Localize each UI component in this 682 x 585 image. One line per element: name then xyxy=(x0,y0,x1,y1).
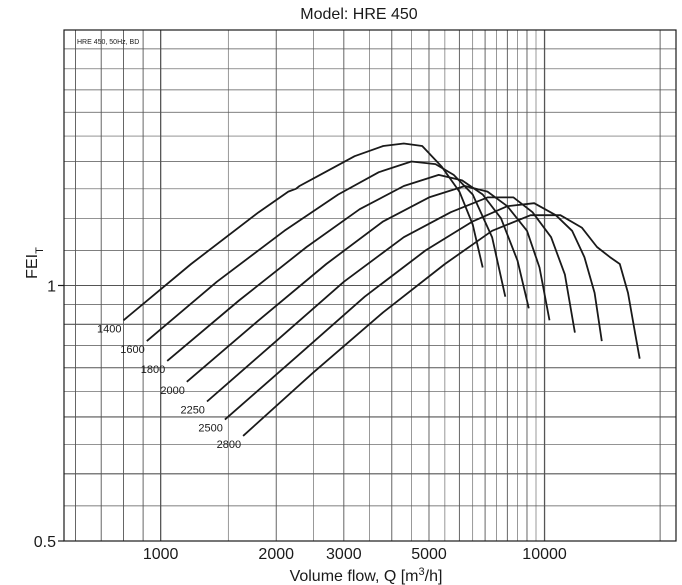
x-tick-label: 1000 xyxy=(143,546,179,563)
y-axis-label: FEIT xyxy=(24,247,46,279)
chart-annotation: HRE 450, 50Hz, BD xyxy=(77,39,139,46)
grid-lines xyxy=(64,30,676,541)
series-line-2800 xyxy=(242,214,641,437)
x-axis-label-superscript: 3 xyxy=(419,566,425,578)
y-tick-label: 1 xyxy=(47,279,56,296)
y-axis-label-subscript: T xyxy=(34,247,46,254)
series-line-1600 xyxy=(146,160,507,342)
x-tick-label: 10000 xyxy=(522,546,567,563)
y-axis-label-main: FEI xyxy=(24,254,41,279)
series-label-2500: 2500 xyxy=(198,423,222,435)
series-label-2800: 2800 xyxy=(217,439,241,451)
series-label-2000: 2000 xyxy=(160,385,184,397)
axis-ticks: 1000 2000 3000 5000 10000 0.5 1 xyxy=(34,279,567,564)
x-tick-label: 5000 xyxy=(411,546,447,563)
y-tick-label: 0.5 xyxy=(34,534,56,551)
chart-title: Model: HRE 450 xyxy=(300,6,417,23)
series-line-1400 xyxy=(122,142,484,321)
series-line-2500 xyxy=(224,202,603,421)
series-label-1600: 1600 xyxy=(120,344,144,356)
x-axis-label-end: /h] xyxy=(425,568,443,585)
x-tick-label: 3000 xyxy=(326,546,362,563)
series-curves: 1400 1600 1800 2000 2250 2500 2800 xyxy=(97,142,641,451)
x-axis-label: Volume flow, Q [m3/h] xyxy=(290,566,443,585)
series-line-2250 xyxy=(206,196,576,403)
series-line-1800 xyxy=(166,174,530,362)
x-tick-label: 2000 xyxy=(258,546,294,563)
x-axis-label-main: Volume flow, Q [m xyxy=(290,568,419,585)
series-label-2250: 2250 xyxy=(180,405,204,417)
series-label-1400: 1400 xyxy=(97,323,121,335)
series-line-2000 xyxy=(186,185,551,383)
series-label-1800: 1800 xyxy=(141,364,165,376)
